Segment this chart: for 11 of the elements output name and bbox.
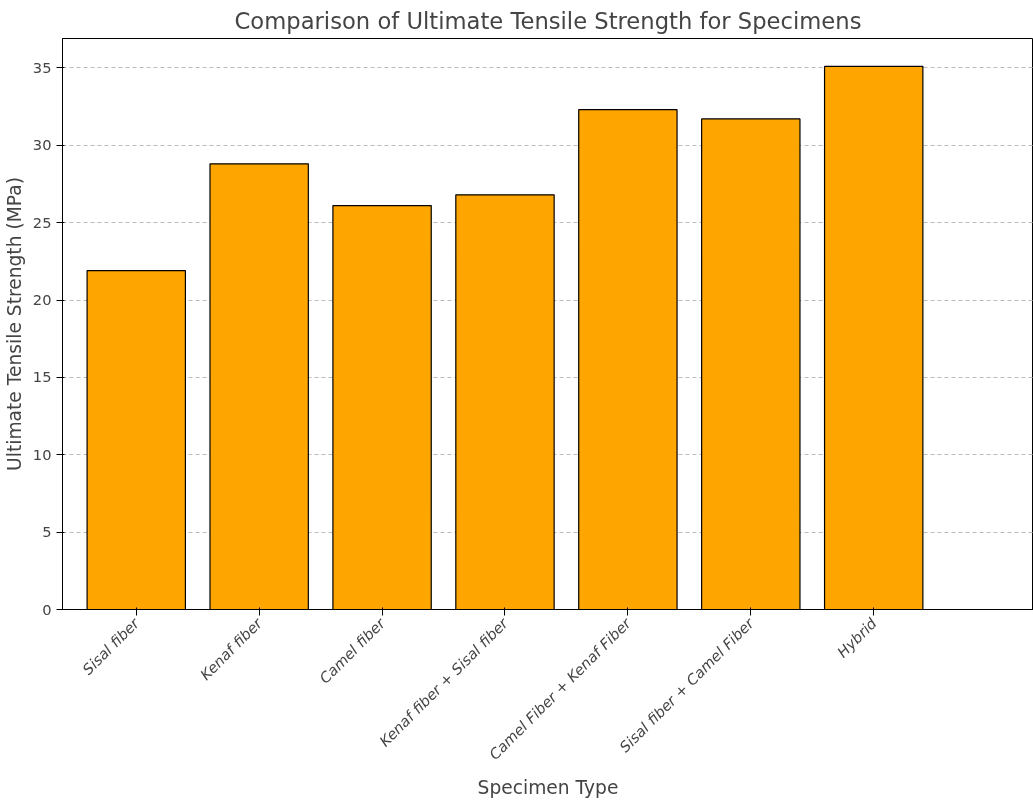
y-tick-label: 15 — [32, 368, 52, 386]
y-tick-label: 30 — [32, 136, 52, 154]
chart-title: Comparison of Ultimate Tensile Strength for Specimens — [234, 7, 862, 34]
y-tick-label: 5 — [42, 523, 52, 541]
y-tick-label: 25 — [32, 213, 52, 231]
y-tick-label: 0 — [42, 600, 52, 618]
y-tick-label: 20 — [32, 291, 52, 309]
y-axis-title: Ultimate Tensile Strength (MPa) — [3, 177, 25, 471]
x-axis-title: Specimen Type — [477, 776, 619, 798]
y-tick-label: 35 — [32, 58, 52, 76]
y-tick-label: 10 — [32, 445, 52, 463]
